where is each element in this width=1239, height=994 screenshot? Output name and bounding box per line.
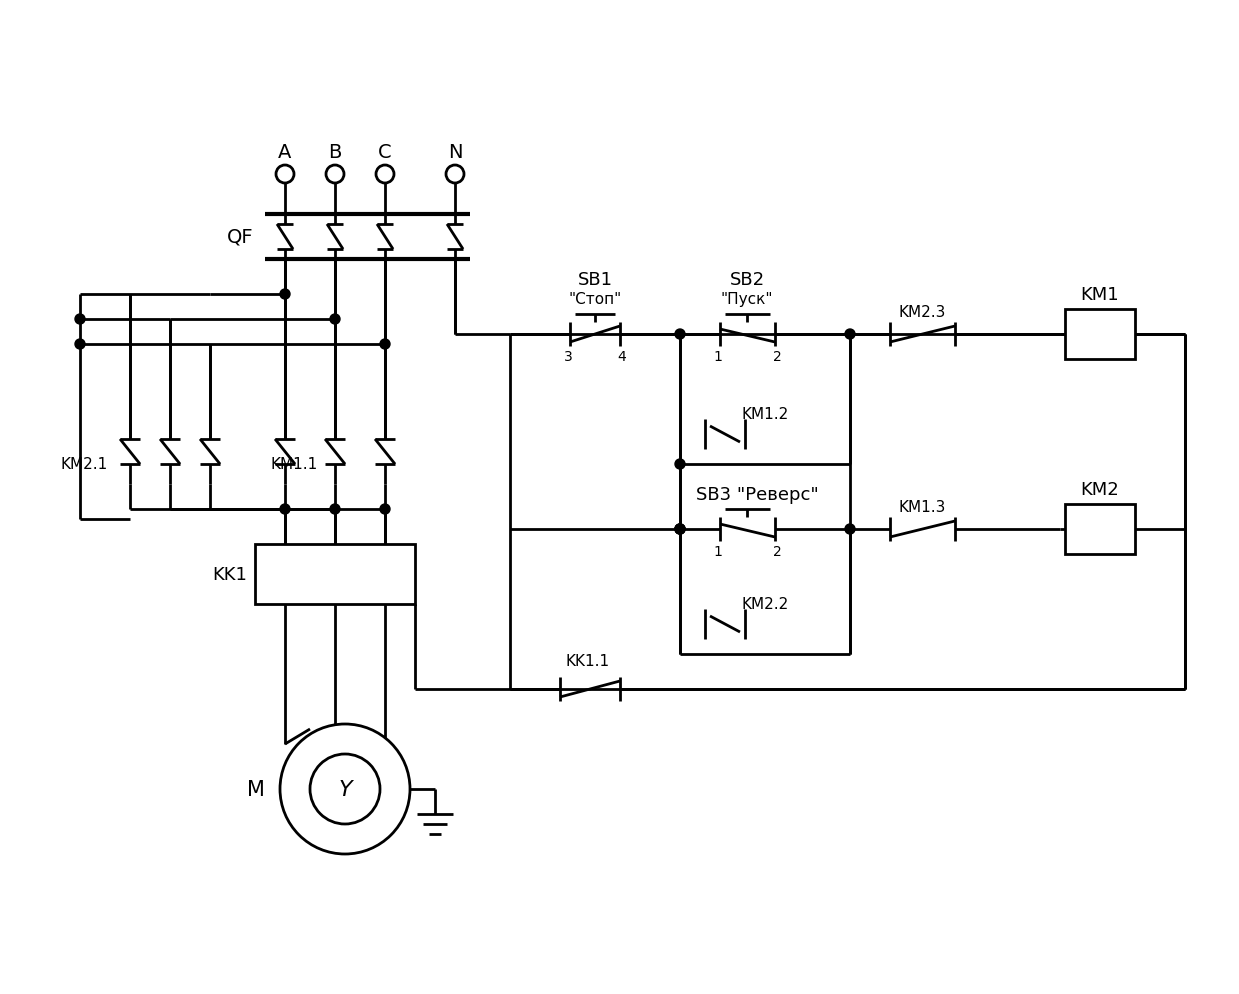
Text: B: B bbox=[328, 143, 342, 162]
Text: KM2: KM2 bbox=[1080, 480, 1119, 499]
Text: KM1.1: KM1.1 bbox=[270, 457, 317, 472]
Circle shape bbox=[280, 725, 410, 854]
Text: SB1: SB1 bbox=[577, 270, 612, 288]
Text: 3: 3 bbox=[564, 350, 572, 364]
Text: "Пуск": "Пуск" bbox=[721, 292, 773, 307]
Text: KM1.3: KM1.3 bbox=[898, 500, 945, 515]
Text: A: A bbox=[279, 143, 291, 162]
Text: KM2.3: KM2.3 bbox=[898, 305, 945, 320]
Circle shape bbox=[446, 166, 463, 184]
Circle shape bbox=[845, 525, 855, 535]
Circle shape bbox=[280, 505, 290, 515]
Text: Y: Y bbox=[338, 779, 352, 799]
Text: SB3 "Реверс": SB3 "Реверс" bbox=[695, 485, 819, 504]
Circle shape bbox=[76, 340, 85, 350]
Circle shape bbox=[675, 525, 685, 535]
Circle shape bbox=[330, 315, 339, 325]
Circle shape bbox=[675, 459, 685, 469]
Circle shape bbox=[76, 315, 85, 325]
Text: KK1: KK1 bbox=[212, 566, 247, 583]
Bar bbox=[1066, 310, 1135, 360]
Circle shape bbox=[845, 330, 855, 340]
Text: M: M bbox=[247, 779, 265, 799]
Text: SB2: SB2 bbox=[730, 270, 764, 288]
Circle shape bbox=[280, 289, 290, 300]
Bar bbox=[255, 545, 415, 604]
Text: 2: 2 bbox=[773, 350, 782, 364]
Text: QF: QF bbox=[227, 228, 253, 247]
Text: KM1: KM1 bbox=[1080, 285, 1119, 304]
Circle shape bbox=[675, 525, 685, 535]
Text: KM2.2: KM2.2 bbox=[741, 597, 789, 612]
Text: N: N bbox=[447, 143, 462, 162]
Bar bbox=[1066, 505, 1135, 555]
Text: 2: 2 bbox=[773, 545, 782, 559]
Circle shape bbox=[380, 505, 390, 515]
Text: 1: 1 bbox=[714, 545, 722, 559]
Text: KK1.1: KK1.1 bbox=[565, 654, 610, 669]
Circle shape bbox=[326, 166, 344, 184]
Text: KM2.1: KM2.1 bbox=[59, 457, 108, 472]
Circle shape bbox=[330, 505, 339, 515]
Circle shape bbox=[675, 330, 685, 340]
Circle shape bbox=[375, 166, 394, 184]
Circle shape bbox=[675, 525, 685, 535]
Circle shape bbox=[310, 754, 380, 824]
Text: KM1.2: KM1.2 bbox=[741, 408, 789, 422]
Text: "Стоп": "Стоп" bbox=[569, 292, 622, 307]
Text: C: C bbox=[378, 143, 392, 162]
Text: 1: 1 bbox=[714, 350, 722, 364]
Circle shape bbox=[276, 166, 294, 184]
Circle shape bbox=[380, 340, 390, 350]
Text: 4: 4 bbox=[617, 350, 627, 364]
